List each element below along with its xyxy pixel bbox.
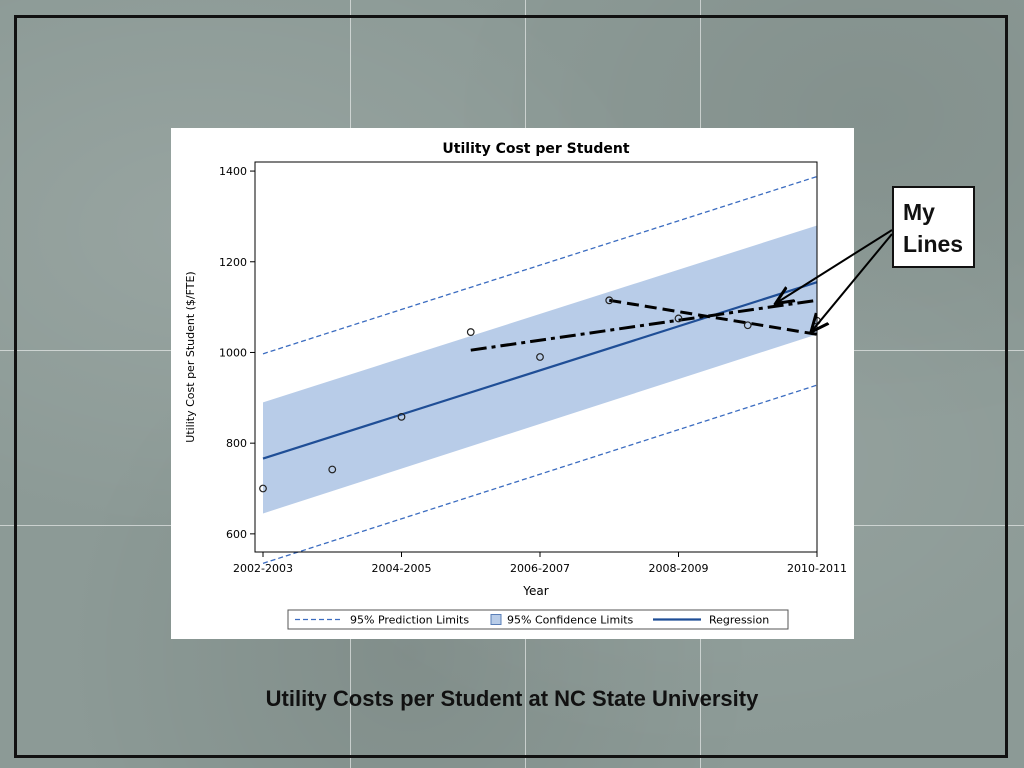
x-tick-label: 2010-2011 (787, 562, 847, 575)
slide-caption: Utility Costs per Student at NC State Un… (265, 686, 759, 711)
chart-panel: Utility Cost per Student 600 800 1000 1200 14… (171, 128, 854, 639)
legend-confidence-swatch (490, 614, 502, 625)
y-tick-label: 1000 (219, 346, 247, 359)
chart-title: Utility Cost per Student (442, 141, 629, 157)
y-tick-label: 800 (226, 437, 247, 450)
data-point (674, 314, 683, 323)
y-axis-label: Utility Cost per Student ($/FTE) (184, 271, 197, 442)
regression-line (262, 281, 818, 460)
x-axis-label: Year (522, 584, 548, 598)
x-tick-label: 2008-2009 (649, 562, 709, 575)
x-tick-label: 2004-2005 (372, 562, 432, 575)
plot-frame (254, 161, 818, 553)
chart: Utility Cost per Student 600 800 1000 1200 14… (184, 141, 847, 630)
data-point (466, 328, 475, 336)
y-tick-label: 1400 (219, 165, 247, 178)
legend-regression-label: Regression (709, 614, 769, 627)
legend-prediction-label: 95% Prediction Limits (350, 614, 469, 627)
x-tick-label: 2006-2007 (510, 562, 570, 575)
my-lines-callout: My Lines (892, 186, 975, 268)
data-point (328, 465, 337, 474)
data-point (743, 321, 752, 330)
data-point (397, 412, 406, 421)
prediction-upper-line (262, 175, 818, 355)
legend-confidence-label: 95% Confidence Limits (507, 614, 634, 627)
y-tick-label: 1200 (219, 256, 247, 269)
y-tick-label: 600 (226, 528, 247, 541)
callout-line-1: My (903, 199, 935, 225)
data-point (259, 484, 267, 493)
data-point (536, 353, 544, 361)
slide-frame (14, 15, 1008, 758)
legend-box (287, 609, 789, 630)
x-tick-label: 2002-2003 (233, 562, 293, 575)
data-point (605, 296, 614, 305)
prediction-lower-line (262, 384, 818, 564)
user-line-dashdot (470, 298, 818, 352)
callout-line-2: Lines (903, 231, 964, 257)
